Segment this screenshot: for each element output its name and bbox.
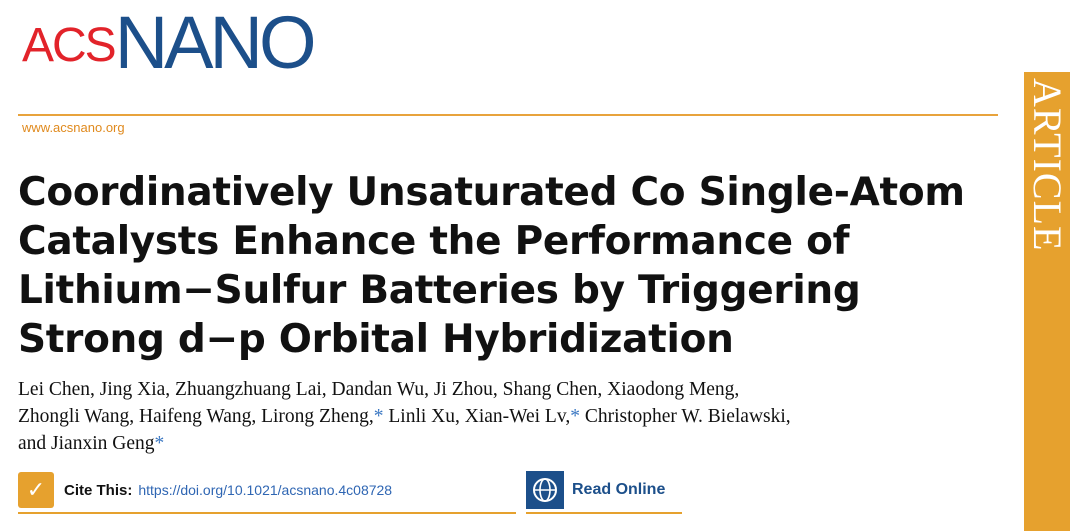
author-line: and Jianxin Geng* — [18, 433, 165, 454]
journal-logo: ACS NANO — [22, 1, 317, 86]
header-rule — [18, 114, 998, 116]
logo-nano: NANO — [114, 1, 317, 84]
logo-acs: ACS — [22, 19, 117, 72]
section-sidebar: ARTICLE — [1024, 72, 1070, 531]
journal-url[interactable]: www.acsnano.org — [22, 120, 125, 135]
corresponding-star[interactable]: * — [570, 406, 580, 427]
corresponding-star[interactable]: * — [154, 433, 165, 454]
read-online-label: Read Online — [572, 481, 666, 498]
corresponding-star[interactable]: * — [373, 406, 384, 427]
author-list: Lei Chen, Jing Xia, Zhuangzhuang Lai, Da… — [18, 376, 1008, 457]
globe-icon — [526, 471, 564, 509]
article-title: Coordinatively Unsaturated Co Single-Ato… — [18, 170, 965, 362]
read-online-button[interactable]: Read Online — [526, 468, 682, 514]
cite-label: Cite This: — [64, 481, 133, 499]
doi-link[interactable]: https://doi.org/10.1021/acsnano.4c08728 — [138, 482, 393, 498]
author-line: Lei Chen, Jing Xia, Zhuangzhuang Lai, Da… — [18, 379, 740, 400]
checkmark-icon: ✓ — [18, 472, 54, 508]
author-line: Zhongli Wang, Haifeng Wang, Lirong Zheng… — [18, 406, 791, 427]
cite-this-box: ✓ Cite This: https://doi.org/10.1021/acs… — [18, 468, 516, 514]
section-label: ARTICLE — [1025, 78, 1070, 252]
